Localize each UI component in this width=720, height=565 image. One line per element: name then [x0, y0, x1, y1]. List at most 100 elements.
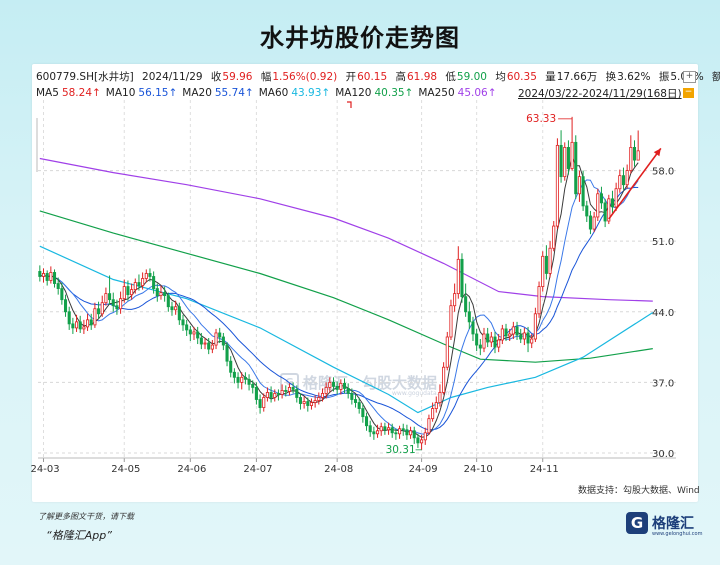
candle-body: [148, 273, 152, 277]
candle-body: [155, 288, 159, 297]
candle-body: [610, 198, 615, 208]
high-label: 63.33: [526, 113, 556, 125]
candle-body: [434, 402, 438, 409]
candle-body: [265, 392, 269, 398]
candle-body: [60, 288, 64, 301]
candle-body: [596, 193, 600, 218]
candle-body: [93, 308, 97, 326]
low-price: 低59.00: [445, 71, 487, 83]
x-tick-label: 24-10: [464, 464, 493, 475]
candle-body: [56, 283, 60, 289]
candle-body: [636, 150, 640, 161]
candle-body: [41, 273, 46, 277]
low-label: 30.31: [386, 444, 416, 456]
candle-body: [574, 141, 578, 195]
ma-legend-ma10: MA10 56.15↑: [106, 87, 177, 99]
candle-body: [306, 401, 310, 406]
candle-body: [100, 302, 104, 315]
ma-line-ma5: [39, 154, 639, 438]
candle-body: [199, 337, 203, 345]
candle-body: [453, 293, 457, 307]
candle-body: [225, 344, 229, 362]
candle-body: [243, 376, 247, 380]
candle-body: [629, 146, 633, 171]
ma-legend-label: MA250: [418, 87, 455, 99]
period-range[interactable]: 2024/03/22-2024/11/29(168日): [518, 88, 682, 100]
ma-legend-value: 55.74↑: [214, 87, 254, 99]
candle-body: [181, 319, 185, 326]
candle-body: [478, 344, 482, 349]
candle-body: [232, 371, 236, 378]
candle-body: [526, 332, 530, 344]
candle-body: [471, 321, 475, 335]
zoom-out-button[interactable]: −: [683, 87, 694, 98]
candle-body: [515, 326, 519, 336]
candle-body: [280, 390, 284, 395]
candle-body: [137, 282, 141, 286]
candle-body: [78, 321, 82, 330]
candle-body: [177, 306, 181, 321]
data-source: 数据支持：勾股大数据、Wind: [578, 486, 700, 496]
candle-body: [607, 198, 611, 222]
candle-body: [625, 170, 629, 186]
candle-body: [126, 286, 130, 296]
ma-legend: MA5 58.24↑ MA10 56.15↑ MA20 55.74↑ MA60 43.93↑ M…: [36, 86, 502, 100]
candle-body: [328, 381, 332, 388]
ma-legend-label: MA10: [105, 87, 136, 99]
candle-body: [141, 278, 145, 286]
candle-body: [258, 399, 262, 408]
candle-body: [438, 392, 442, 403]
candle-body: [401, 428, 405, 431]
candle-body: [368, 425, 372, 433]
candle-body: [353, 399, 358, 403]
candle-body: [71, 323, 75, 329]
candle-body: [309, 402, 314, 406]
candle-body: [166, 295, 170, 308]
footnote-app[interactable]: “格隆汇App”: [46, 529, 112, 542]
candle-body: [218, 332, 222, 338]
candle-body: [409, 430, 413, 436]
candle-body: [445, 336, 449, 368]
ma-legend-value: 56.15↑: [138, 87, 178, 99]
candle-body: [442, 366, 446, 393]
candle-body: [214, 332, 218, 346]
candle-body: [273, 393, 277, 398]
ma-legend-ma20: MA20 55.74↑: [182, 87, 253, 99]
candle-body: [570, 141, 574, 169]
ma-legend-label: MA5: [36, 87, 59, 99]
candle-body: [229, 360, 233, 373]
ma-legend-value: 45.06↑: [457, 87, 497, 99]
candle-body: [431, 408, 435, 420]
candle-body: [170, 306, 174, 311]
candle-body: [511, 326, 515, 335]
footnote-download: 了解更多图文干货，请下载: [38, 512, 134, 521]
candle-body: [302, 401, 306, 404]
y-tick-label: 44.0: [652, 308, 674, 319]
candle-body: [357, 402, 361, 409]
candle-body: [49, 272, 53, 281]
candle-body: [82, 326, 86, 330]
zoom-in-button[interactable]: +: [683, 71, 696, 83]
candle-body: [379, 426, 383, 432]
y-tick-label: 37.0: [652, 378, 674, 389]
candle-body: [449, 305, 453, 338]
candle-body: [313, 400, 317, 403]
candle-body: [537, 286, 541, 315]
x-tick-label: 24-11: [530, 464, 559, 475]
candle-body: [500, 328, 504, 341]
candle-body: [361, 408, 365, 418]
candle-body: [254, 387, 258, 400]
candle-body: [203, 342, 207, 345]
x-tick-label: 24-05: [111, 464, 140, 475]
candle-body: [75, 321, 79, 329]
page-title: 水井坊股价走势图: [260, 24, 460, 52]
corner-marker-icon: [347, 101, 352, 108]
ma-legend-value: 58.24↑: [61, 87, 101, 99]
y-tick-label: 30.0: [652, 449, 674, 460]
candle-body: [221, 336, 225, 346]
candle-body: [350, 393, 354, 400]
candle-body: [581, 176, 585, 207]
candle-body: [522, 332, 526, 340]
candle-body: [247, 378, 251, 385]
turnover: 换3.62%: [605, 71, 651, 83]
